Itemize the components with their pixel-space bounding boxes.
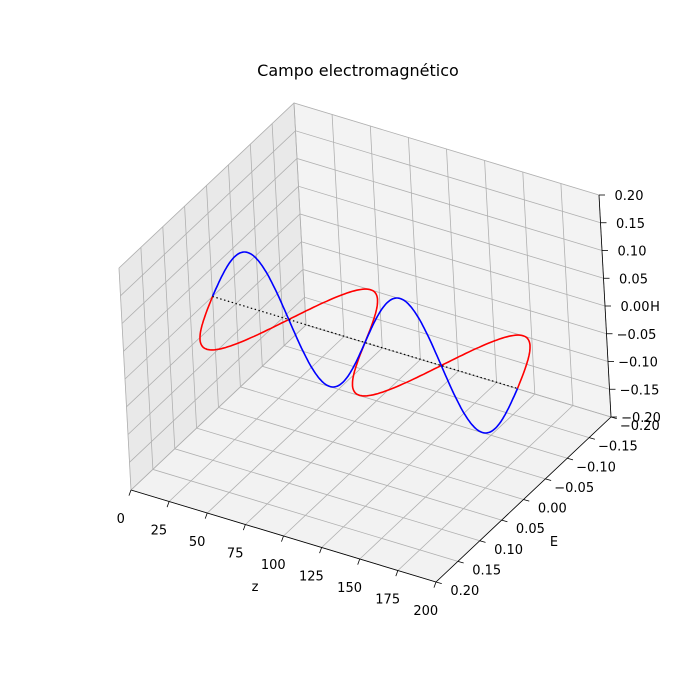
h-tick-label: −0.10 xyxy=(618,356,658,371)
z-tick xyxy=(128,489,132,496)
grid-line-h xyxy=(120,130,601,297)
z-tick xyxy=(242,524,246,531)
grid-line-h xyxy=(121,158,603,324)
h-tick-label: 0.00 xyxy=(621,300,650,315)
z-tick xyxy=(204,512,208,519)
e-tick-label: 0.15 xyxy=(472,564,501,579)
e-tick xyxy=(523,499,530,502)
grid-line-h xyxy=(126,241,607,408)
z-tick xyxy=(166,501,170,508)
e-tick xyxy=(501,519,508,523)
z-tick-label: 175 xyxy=(375,593,400,608)
z-tick-label: 50 xyxy=(189,535,206,550)
grid-line-h xyxy=(123,185,604,352)
e-tick-label: −0.10 xyxy=(576,460,616,475)
e-tick xyxy=(457,560,464,564)
grid-line-h xyxy=(118,102,600,269)
z-tick xyxy=(281,535,284,542)
z-tick xyxy=(357,558,361,565)
e-tick-label: −0.15 xyxy=(598,440,638,455)
e-tick xyxy=(479,540,486,543)
z-tick-label: 150 xyxy=(337,581,362,596)
grid-line-h xyxy=(130,324,612,491)
z-tick-label: 25 xyxy=(151,524,168,539)
e-tick-label: 0.10 xyxy=(494,543,523,558)
z-tick-label: 125 xyxy=(299,570,324,585)
e-axis-label: E xyxy=(550,535,558,550)
z-tick-label: 100 xyxy=(261,558,286,573)
data-series xyxy=(199,251,531,434)
e-tick-label: 0.05 xyxy=(516,522,545,537)
grid-line-h xyxy=(127,269,609,435)
e-tick-label: −0.20 xyxy=(620,419,660,434)
h-tick-label: −0.15 xyxy=(620,383,660,398)
e-tick xyxy=(545,478,552,481)
tick-marks xyxy=(128,194,617,588)
e-tick xyxy=(567,457,574,461)
z-tick-label: 0 xyxy=(117,512,125,527)
series-line-h xyxy=(211,251,519,434)
h-tick-label: −0.05 xyxy=(617,328,657,343)
h-tick-label: −0.20 xyxy=(621,411,661,426)
h-tick-label: 0.20 xyxy=(615,189,644,204)
tick-labels: 0 25 50 75 100 125 150 175 200 −0.20 −0.15 −0.10 −0.… xyxy=(117,189,661,619)
z-tick xyxy=(395,570,399,577)
series-line-axis xyxy=(212,295,518,390)
e-tick xyxy=(435,581,442,585)
e-tick-label: −0.05 xyxy=(554,481,594,496)
chart-title: Campo electromagnético xyxy=(257,61,459,80)
z-tick xyxy=(319,547,323,554)
z-tick xyxy=(433,581,437,588)
h-tick-label: 0.15 xyxy=(616,217,645,232)
e-tick xyxy=(589,437,595,440)
z-tick-label: 75 xyxy=(227,547,244,562)
h-axis-label: H xyxy=(650,300,660,315)
grid-line-h xyxy=(124,213,606,380)
z-tick-label: 200 xyxy=(413,604,438,619)
z-axis-label: z xyxy=(252,580,259,595)
e-tick-label: 0.00 xyxy=(538,502,567,517)
e-tick-label: 0.20 xyxy=(450,584,479,599)
h-tick-label: 0.05 xyxy=(619,272,648,287)
grid-line-h xyxy=(129,296,610,463)
h-tick-label: 0.10 xyxy=(618,245,647,260)
